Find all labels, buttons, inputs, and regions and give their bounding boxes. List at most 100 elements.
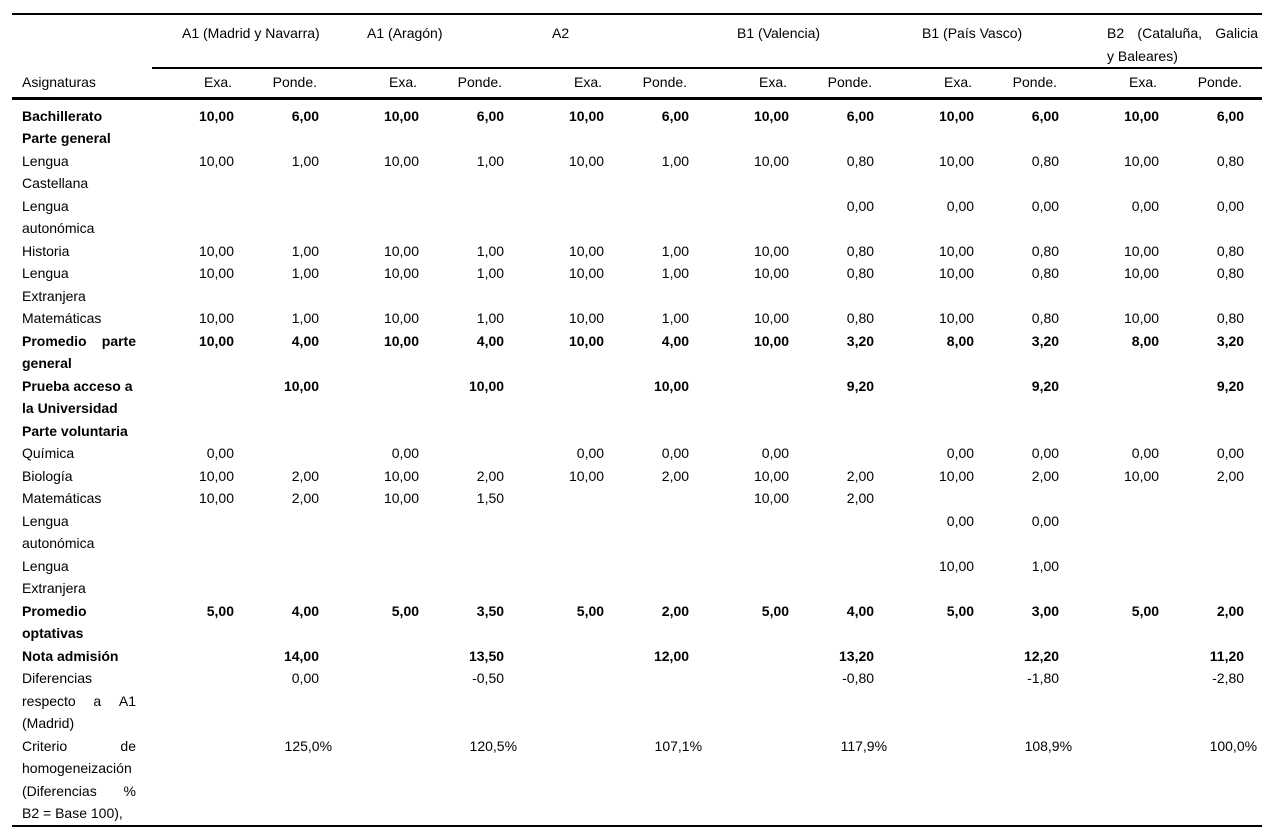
column-subheader-exa: Exa. [1077, 68, 1168, 100]
cell-value [892, 735, 982, 826]
cell-value: 117,9% [840, 737, 888, 754]
cell-value: 10,00 [1124, 467, 1160, 484]
cell-value [337, 667, 427, 735]
cell-value: 10,00 [939, 152, 975, 169]
cell-value [152, 735, 242, 826]
cell-value: 1,00 [476, 242, 505, 259]
cell-value: 10,00 [568, 310, 605, 326]
cell-value: 100,0% [1209, 737, 1258, 754]
row-label: Parte voluntaria [12, 420, 152, 443]
cell-value: 0,80 [846, 310, 875, 326]
cell-value: 0,00 [661, 445, 690, 461]
label-line: B1 (País Vasco) [922, 25, 1023, 41]
label-line: Parte voluntaria [22, 422, 128, 439]
cell-value [337, 645, 427, 668]
label-line: y Baleares) [1107, 47, 1178, 64]
table-row: Lengua autonómica 0,00 0,00 0,00 0,00 0,00 [12, 195, 1262, 240]
cell-value: 10,00 [753, 332, 790, 349]
cell-value: 8,00 [946, 332, 975, 349]
label-line: Biología [22, 467, 73, 484]
label-line: optativas [22, 625, 84, 641]
cell-value [707, 510, 797, 555]
cell-value: 10,00 [753, 242, 790, 259]
cell-value [707, 555, 797, 600]
cell-value: 1,00 [291, 310, 320, 326]
cell-value: 3,20 [846, 332, 875, 349]
cell-value: 10,00 [939, 557, 975, 574]
cell-value: 3,00 [1031, 602, 1060, 619]
cell-value [1077, 645, 1167, 668]
table-row: Nota admisión 14,00 13,50 12,00 13,20 12,20 11… [12, 645, 1262, 668]
cell-value [337, 735, 427, 826]
cell-value: 10,00 [383, 490, 420, 506]
cell-value: 10,00 [198, 490, 234, 506]
cell-value: 14,00 [283, 647, 320, 664]
column-group-header-5: B1 (País Vasco) [892, 14, 1078, 69]
cell-value [337, 195, 427, 240]
cell-value: 0,00 [946, 512, 975, 529]
label-word: de [120, 737, 136, 754]
cell-value: 1,00 [291, 152, 320, 169]
label-line: (Diferencias% [22, 780, 136, 803]
cell-value: 10,00 [753, 265, 790, 281]
cell-value: 1,00 [661, 265, 690, 281]
cell-value: -0,80 [842, 670, 875, 686]
label-word: (Cataluña, [1137, 25, 1203, 41]
label-word: Galicia [1215, 25, 1259, 41]
cell-value: 13,50 [468, 647, 505, 664]
row-label: Criterio de homogeneización (Diferencias% B2… [12, 735, 152, 826]
cell-value [612, 667, 707, 735]
cell-value: 10,00 [568, 107, 605, 124]
label-line: Química [22, 445, 75, 461]
cell-value: 0,00 [846, 197, 875, 214]
cell-value [797, 442, 892, 465]
cell-value: 10,00 [568, 242, 605, 259]
cell-value [1077, 420, 1167, 443]
cell-value: 0,00 [761, 445, 790, 461]
cell-value: 1,00 [1031, 557, 1060, 574]
cell-value: 12,20 [1024, 647, 1060, 664]
cell-value: 0,00 [946, 197, 975, 214]
table-row: Matemáticas 10,00 2,00 10,00 1,50 10,00 2,00 [12, 487, 1262, 510]
cell-value: 10,00 [568, 467, 605, 484]
cell-value: 10,00 [383, 107, 420, 124]
cell-value [337, 420, 427, 443]
cell-value [427, 555, 522, 600]
cell-value [707, 195, 797, 240]
cell-value: 10,00 [383, 242, 420, 259]
cell-value: 108,9% [1024, 737, 1073, 754]
cell-value: 1,00 [661, 242, 690, 259]
cell-value [242, 420, 337, 443]
row-label: Biología [12, 465, 152, 488]
row-label: Lengua autonómica [12, 195, 152, 240]
subheader-row: Exa. Ponde. Exa. Ponde. Exa. Ponde. Exa. Ponde.… [12, 68, 1263, 100]
row-label: Prueba acceso a la Universidad [12, 375, 152, 420]
cell-value: 5,00 [1131, 602, 1160, 619]
table-row: Química 0,00 0,00 0,00 0,00 0,00 0,00 0,00 0,00 0… [12, 442, 1262, 465]
cell-value: 0,00 [1131, 445, 1160, 461]
cell-value: 2,00 [1031, 467, 1060, 484]
cell-value: 10,00 [383, 265, 420, 281]
label-word: a [93, 692, 102, 709]
label-line: A2 [552, 25, 570, 41]
cell-value: 10,00 [568, 265, 605, 281]
cell-value: 10,00 [1124, 265, 1160, 281]
cell-value: 11,20 [1209, 647, 1245, 664]
label-line: homogeneización [22, 760, 132, 776]
column-group-header-1: A1 (Madrid y Navarra) [152, 14, 338, 69]
column-subheader-exa: Exa. [892, 68, 983, 100]
label-line: Parte general [22, 130, 111, 146]
cell-value [427, 420, 522, 443]
cell-value: 2,00 [661, 602, 690, 619]
cell-value: 9,20 [846, 377, 875, 394]
label-line: Promedio [22, 602, 87, 619]
cell-value: 3,20 [1031, 332, 1060, 349]
cell-value [1077, 510, 1167, 555]
cell-value [427, 442, 522, 465]
column-subheader-ponde: Ponde. [427, 68, 523, 100]
cell-value [522, 195, 612, 240]
cell-value: 10,00 [198, 242, 234, 259]
cell-value [1167, 420, 1262, 443]
cell-value: 0,00 [576, 445, 605, 461]
label-line: Lengua [22, 197, 69, 214]
